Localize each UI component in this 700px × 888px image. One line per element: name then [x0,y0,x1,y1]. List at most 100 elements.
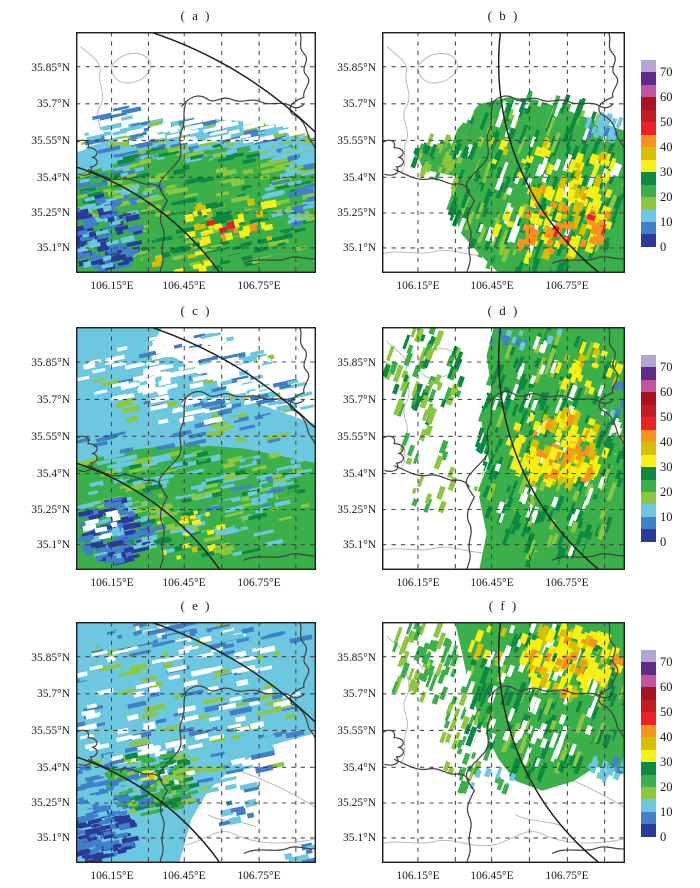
colorbar [641,650,656,837]
y-axis-tick-label: 35.55°N [31,431,70,443]
colorbar-segment [641,355,656,368]
echo-streaks [399,405,458,514]
admin-boundary-light [515,814,565,828]
colorbar-segment [641,650,656,663]
y-axis-tick-label: 35.7°N [342,98,376,110]
admin-boundary-dark [289,327,316,449]
y-axis-tick-label: 35.4°N [36,172,70,184]
admin-boundary-dark [465,101,495,273]
admin-boundary-dark [243,553,316,561]
admin-boundary-dark [598,622,625,743]
echo-streaks [88,116,309,146]
echo-streaks [410,133,470,181]
echo-streaks [544,635,598,668]
echo-streaks [382,327,465,426]
panel-e-label: ( e ) [180,598,212,613]
panel-f-radar-map [382,622,625,863]
colorbar-segment [641,221,656,235]
colorbar-segment [641,72,656,85]
colorbar-segment [641,84,656,98]
y-axis-tick-label: 35.1°N [36,242,70,254]
map-frame [382,622,625,863]
colorbar-tick-label: 40 [660,435,673,449]
colorbar-tick-label: 10 [660,805,673,819]
echo-streaks [535,446,597,485]
colorbar-segment [641,147,656,160]
colorbar-segment [641,824,656,837]
y-axis-tick-label: 35.4°N [342,172,376,184]
colorbar-tick-label: 70 [660,360,673,374]
echo-streaks [557,151,617,207]
colorbar-tick-label: 50 [660,705,673,719]
y-axis-tick-label: 35.85°N [337,62,376,74]
graticule [382,327,625,570]
admin-boundary-dark [551,553,625,561]
colorbar-segment [641,234,656,247]
y-axis-tick-label: 35.1°N [36,539,70,551]
colorbar-segment [641,799,656,812]
echo-streaks [488,136,555,179]
x-axis-tick-label: 106.15°E [396,280,440,292]
colorbar-tick-label: 40 [660,140,673,154]
y-axis-tick-label: 35.85°N [337,357,376,369]
colorbar-segment [641,712,656,725]
x-axis-tick-label: 106.75°E [545,870,589,882]
echo-streaks [257,138,316,228]
colorbar-tick-label: 60 [660,385,673,399]
x-axis-tick-label: 106.45°E [470,870,514,882]
admin-boundary-dark [382,435,404,472]
colorbar-tick-label: 10 [660,510,673,524]
radar-range-ring [497,622,601,863]
y-axis-tick-label: 35.25°N [337,207,376,219]
colorbar-segment [641,467,656,480]
colorbar-segment [641,392,656,405]
colorbar-segment [641,404,656,418]
colorbar-segment [641,479,656,492]
colorbar-tick-label: 50 [660,115,673,129]
panel-a-radar-map [76,32,316,273]
admin-boundary-dark [465,691,495,863]
colorbar-segment [641,367,656,380]
colorbar-segment [641,442,656,455]
colorbar-tick-label: 20 [660,780,673,794]
y-axis-tick-label: 35.1°N [342,242,376,254]
colorbar-segment [641,504,656,517]
colorbar-segment [641,687,656,700]
admin-boundary-dark [488,390,614,404]
y-axis-tick-label: 35.4°N [36,468,70,480]
y-axis-tick-label: 35.55°N [337,431,376,443]
y-axis-tick-label: 35.85°N [337,652,376,664]
map-frame [76,327,316,570]
radar-range-ring [497,327,601,570]
y-axis-tick-label: 35.7°N [342,688,376,700]
graticule [76,622,316,863]
y-axis-tick-label: 35.55°N [31,725,70,737]
colorbar-tick-label: 0 [660,830,667,844]
colorbar-tick-label: 10 [660,215,673,229]
map-frame [382,32,625,273]
x-axis-tick-label: 106.45°E [470,280,514,292]
admin-boundary-dark [289,622,316,743]
echo-streaks [206,219,236,242]
x-axis-tick-label: 106.75°E [545,577,589,589]
y-axis-tick-label: 35.55°N [337,725,376,737]
y-axis-tick-label: 35.1°N [342,539,376,551]
echo-streaks [76,333,276,425]
colorbar-segment [641,529,656,542]
admin-boundary-dark [181,95,305,109]
x-axis-tick-label: 106.75°E [545,280,589,292]
radar-range-ring [497,32,601,273]
x-axis-tick-label: 106.15°E [396,577,440,589]
y-axis-tick-label: 35.85°N [31,652,70,664]
colorbar [641,355,656,542]
admin-boundary-dark [158,691,187,863]
map-frame [382,327,625,570]
colorbar-segment [641,417,656,430]
echo-streaks [82,509,121,540]
colorbar-segment [641,122,656,135]
admin-boundary-dark [181,390,305,404]
x-axis-tick-label: 106.45°E [162,870,206,882]
x-axis-tick-label: 106.15°E [90,577,134,589]
admin-boundary-dark [289,32,316,153]
colorbar-tick-label: 20 [660,485,673,499]
